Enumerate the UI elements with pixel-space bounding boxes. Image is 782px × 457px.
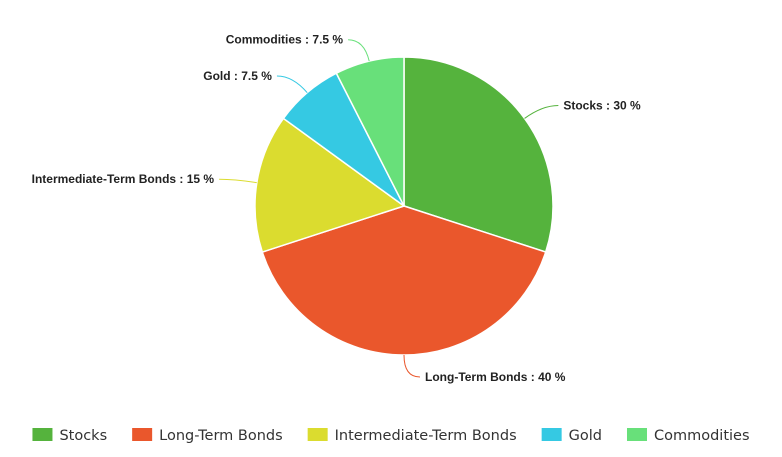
slice-label-long-term-bonds: Long-Term Bonds : 40 % — [425, 370, 566, 384]
slice-label-intermediate-term-bonds: Intermediate-Term Bonds : 15 % — [32, 172, 215, 186]
leader-line-gold — [276, 75, 308, 94]
leader-line-stocks — [524, 104, 559, 119]
legend-item-long-term-bonds[interactable]: Long-Term Bonds — [132, 428, 283, 444]
legend-item-stocks[interactable]: Stocks — [32, 428, 107, 444]
slice-labels: Stocks : 30 % Long-Term Bonds : 40 % Inter… — [32, 33, 641, 384]
pie-slice-long-term-bonds[interactable] — [261, 205, 547, 356]
legend-swatch-gold — [541, 428, 562, 441]
legend: Stocks Long-Term Bonds Intermediate-Term B… — [32, 428, 750, 444]
legend-swatch-long-term-bonds — [132, 428, 153, 441]
pie-slice-commodities[interactable] — [335, 56, 405, 207]
leader-line-intermediate-term-bonds — [219, 178, 257, 184]
slice-label-commodities: Commodities : 7.5 % — [226, 33, 344, 47]
pie-slices — [254, 56, 554, 356]
legend-label-long-term-bonds: Long-Term Bonds — [159, 428, 283, 444]
legend-label-gold: Gold — [569, 428, 602, 444]
slice-label-stocks: Stocks : 30 % — [563, 98, 641, 112]
slice-label-gold: Gold : 7.5 % — [203, 69, 272, 83]
leader-line-commodities — [348, 39, 370, 62]
legend-swatch-stocks — [32, 428, 53, 441]
legend-label-commodities: Commodities — [654, 428, 750, 444]
legend-item-gold[interactable]: Gold — [541, 428, 602, 444]
legend-item-intermediate-term-bonds[interactable]: Intermediate-Term Bonds — [307, 428, 517, 444]
legend-label-stocks: Stocks — [59, 428, 107, 444]
leader-line-long-term-bonds — [403, 354, 421, 378]
legend-item-commodities[interactable]: Commodities — [626, 428, 750, 444]
pie-slice-stocks[interactable] — [403, 56, 554, 253]
legend-swatch-commodities — [626, 428, 647, 441]
label-leader-lines — [219, 39, 559, 378]
legend-swatch-intermediate-term-bonds — [307, 428, 328, 441]
legend-label-intermediate-term-bonds: Intermediate-Term Bonds — [335, 428, 517, 444]
